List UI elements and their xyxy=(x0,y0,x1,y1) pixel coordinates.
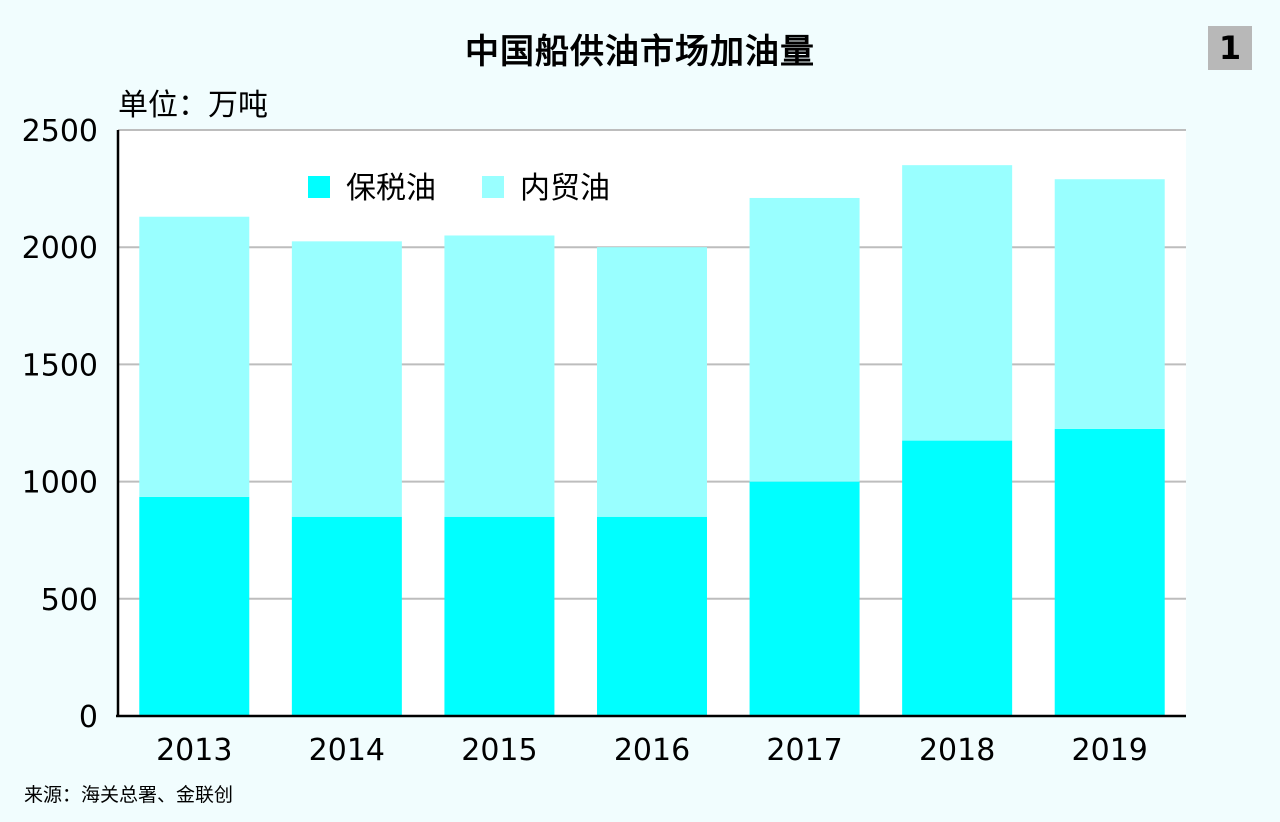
unit-label: 单位：万吨 xyxy=(118,88,268,123)
legend-swatch-bonded xyxy=(308,176,330,198)
bar-bonded-2015 xyxy=(444,516,555,716)
x-tick-labels: 2013 2014 2015 2016 2017 2018 2019 xyxy=(156,733,1148,768)
bar-bonded-2014 xyxy=(291,516,402,716)
bar-bonded-2018 xyxy=(902,440,1013,716)
chart-title: 中国船供油市场加油量 xyxy=(465,32,815,72)
y-tick-label: 1500 xyxy=(22,348,98,383)
y-tick-label: 500 xyxy=(41,583,98,618)
y-tick-label: 1000 xyxy=(22,466,98,501)
bar-domestic-2013 xyxy=(139,216,250,497)
bar-domestic-2019 xyxy=(1054,179,1165,429)
x-tick-label: 2016 xyxy=(614,733,690,768)
bar-bonded-2017 xyxy=(749,481,860,716)
bar-domestic-2017 xyxy=(749,197,860,482)
legend: 保税油 内贸油 xyxy=(308,171,610,206)
y-tick-labels: 0 500 1000 1500 2000 2500 xyxy=(22,114,98,735)
x-tick-label: 2014 xyxy=(309,733,385,768)
bar-domestic-2015 xyxy=(444,235,555,517)
source-note: 来源：海关总署、金联创 xyxy=(24,784,234,806)
y-tick-label: 2000 xyxy=(22,231,98,266)
bar-bonded-2019 xyxy=(1054,428,1165,716)
legend-swatch-domestic xyxy=(482,176,504,198)
bar-bonded-2013 xyxy=(139,496,250,716)
legend-label-domestic: 内贸油 xyxy=(520,171,610,206)
x-tick-label: 2017 xyxy=(766,733,842,768)
y-tick-label: 0 xyxy=(79,700,98,735)
bar-domestic-2018 xyxy=(902,165,1013,441)
bar-domestic-2014 xyxy=(291,241,402,517)
legend-label-bonded: 保税油 xyxy=(346,171,436,206)
x-tick-label: 2013 xyxy=(156,733,232,768)
x-tick-label: 2019 xyxy=(1072,733,1148,768)
x-tick-label: 2015 xyxy=(461,733,537,768)
bar-domestic-2016 xyxy=(597,247,707,517)
x-tick-label: 2018 xyxy=(919,733,995,768)
bar-bonded-2016 xyxy=(597,516,707,716)
axes xyxy=(116,130,1186,718)
bars xyxy=(139,165,1165,716)
page-number-badge: 1 xyxy=(1208,26,1252,70)
y-tick-label: 2500 xyxy=(22,114,98,149)
